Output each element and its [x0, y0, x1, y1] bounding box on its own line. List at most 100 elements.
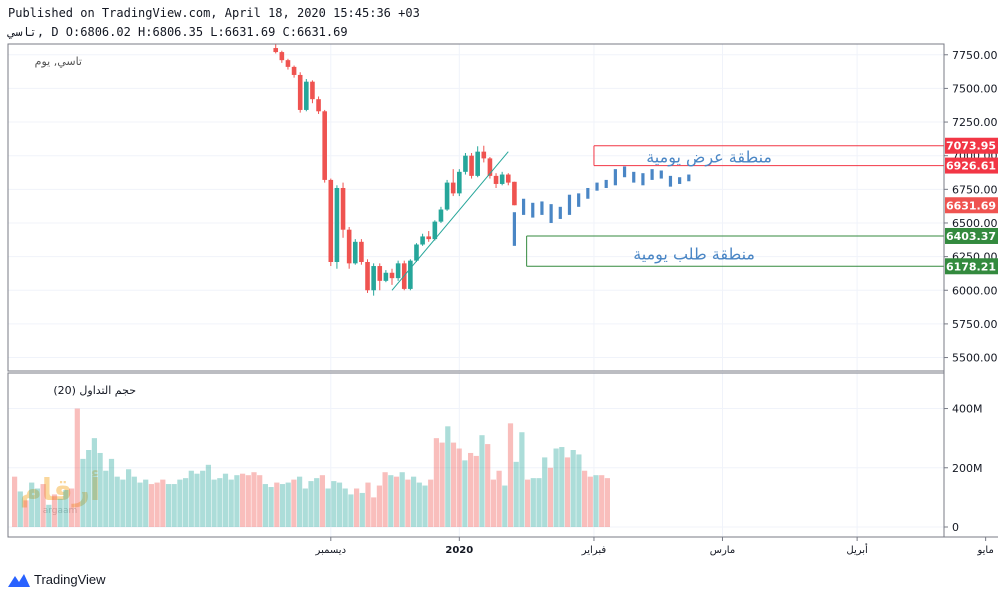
candle	[328, 178, 334, 267]
volume-bar	[137, 482, 143, 527]
volume-bar	[325, 488, 331, 527]
projection-bar	[549, 204, 553, 223]
volume-bar	[507, 423, 514, 527]
volume-bar	[393, 476, 400, 527]
candle-body	[475, 151, 480, 176]
price-label-text: 6926.61	[946, 160, 996, 173]
volume-bar	[354, 488, 360, 527]
volume-bar	[308, 481, 314, 527]
candle-body	[291, 66, 297, 75]
volume-bar	[342, 488, 348, 527]
candle	[499, 171, 505, 186]
volume-bar	[479, 435, 485, 527]
volume-bar	[490, 479, 496, 527]
candle-body	[432, 221, 438, 240]
candle-body	[457, 171, 462, 194]
price-label-box	[945, 227, 998, 244]
volume-label: حجم التداول (20)	[53, 384, 136, 397]
candle-body	[285, 60, 291, 67]
volume-bar	[542, 457, 548, 527]
zones: منطقة عرض يومية منطقة طلب يومية	[526, 145, 944, 267]
candle-body	[481, 151, 487, 159]
volume-bar	[279, 484, 286, 527]
volume-bar	[439, 442, 445, 527]
candle	[438, 206, 444, 223]
volume-bar	[416, 482, 422, 527]
volume-bar	[165, 484, 172, 527]
volume-bar	[251, 472, 257, 527]
volume-bar	[131, 476, 137, 527]
volume-bar	[331, 481, 337, 527]
time-tick-label: ديسمبر	[315, 545, 346, 556]
candle-body	[297, 74, 303, 110]
projection-bar	[604, 179, 608, 188]
candle	[304, 78, 309, 112]
volume-bar	[143, 479, 149, 527]
candle-body	[371, 266, 376, 291]
volume-bar	[23, 500, 29, 527]
candle-body	[408, 260, 413, 289]
candle-body	[359, 241, 364, 262]
symbol-label: تاسي, يوم	[35, 55, 82, 68]
candle-body	[414, 244, 419, 261]
volume-bar	[297, 476, 303, 527]
volume-tick-label: 400M	[952, 403, 983, 416]
price-label-text: 7073.95	[946, 140, 996, 153]
volume-bar	[183, 478, 189, 527]
price-label-box	[945, 197, 998, 214]
volume-bar	[536, 478, 542, 527]
volume-bar	[530, 478, 536, 527]
candle	[512, 181, 517, 206]
volume-bar	[376, 485, 382, 527]
trendline[interactable]	[391, 151, 509, 291]
candle	[285, 58, 291, 70]
candle-body	[499, 174, 505, 184]
volume-bar	[519, 432, 525, 527]
candle-body	[426, 236, 432, 240]
volume-bar	[582, 470, 588, 527]
volume-bar	[319, 475, 325, 527]
watermark-logo-sub: argaam	[43, 506, 78, 516]
candle	[297, 72, 303, 113]
candle-body	[463, 155, 468, 172]
price-label-box	[945, 157, 998, 174]
volume-bar	[188, 470, 194, 527]
candle	[279, 50, 285, 63]
volume-bar	[108, 458, 115, 527]
projection-bar	[613, 169, 617, 186]
volume-bar	[228, 479, 234, 527]
volume-bar	[74, 408, 80, 527]
tradingview-footer[interactable]: TradingView	[8, 572, 106, 587]
projection-bar	[595, 182, 599, 191]
projection-bar	[531, 202, 535, 218]
time-tick-label: مايو	[976, 545, 993, 556]
projection-bars	[512, 166, 691, 246]
candle-body	[377, 266, 383, 281]
candle	[463, 153, 468, 175]
volume-bar	[371, 497, 377, 527]
volume-bar	[302, 488, 308, 527]
volume-bar	[599, 475, 605, 527]
price-tick-label: 5750.00	[952, 318, 998, 331]
candle-body	[487, 158, 493, 176]
volume-bar	[604, 478, 610, 527]
time-axis: ديسمبر2020فبرايرمارسأبريلمايويونيو	[315, 537, 994, 556]
volume-bar	[456, 448, 462, 527]
projection-bar	[577, 193, 581, 207]
price-tick-label: 7500.00	[952, 82, 998, 95]
volume-bar	[29, 482, 35, 527]
candle	[414, 243, 419, 262]
projection-bar	[659, 170, 663, 179]
candle	[383, 270, 389, 283]
volume-bar	[268, 487, 274, 527]
watermark-logo: أرقام argaam	[20, 470, 100, 516]
candle	[291, 65, 297, 78]
volume-bar	[240, 473, 246, 527]
projection-bar	[687, 174, 691, 182]
published-line: Published on TradingView.com, April 18, …	[8, 6, 420, 20]
projection-bar	[586, 187, 590, 199]
projection-bar	[521, 198, 526, 215]
candle	[316, 96, 321, 114]
candle-body	[389, 272, 395, 279]
